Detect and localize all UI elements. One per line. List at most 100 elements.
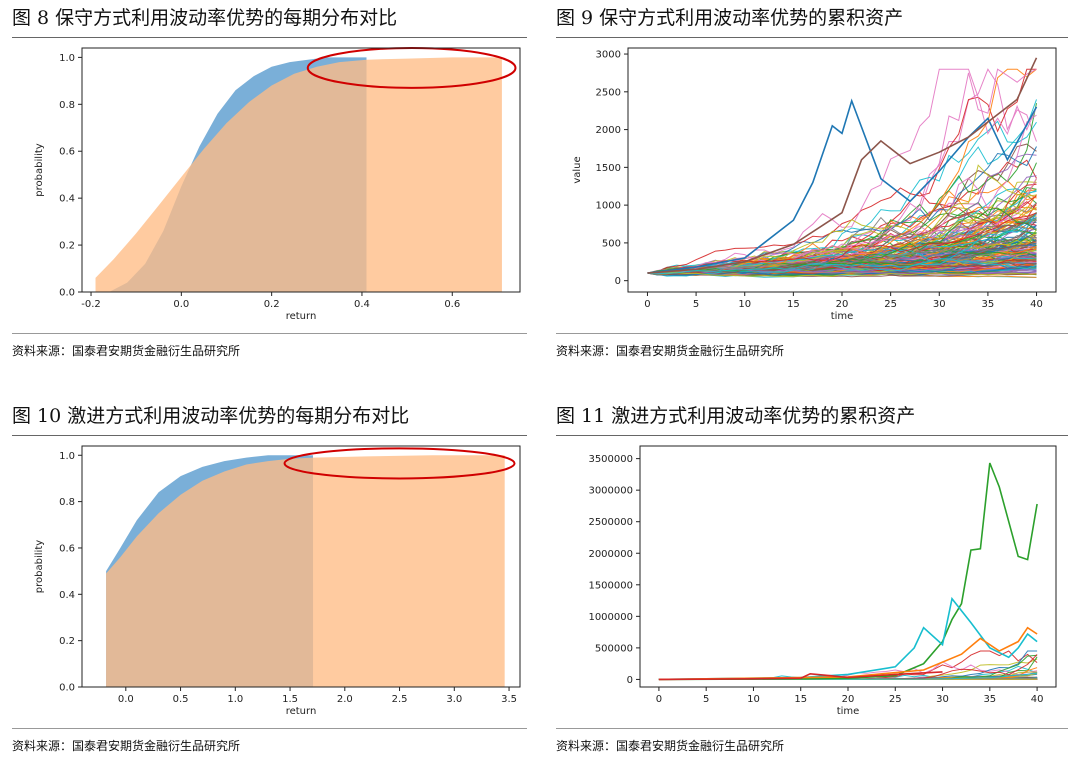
fig11-xtick-label: 35 [983, 694, 996, 705]
fig10-ylabel: probability [34, 540, 45, 593]
fig10-plot-frame [81, 445, 521, 688]
fig11-cyan-peak-line [658, 596, 1038, 681]
figure-11-source-rule [556, 728, 1068, 729]
figure-10-panel: 图 10 激进方式利用波动率优势的每期分布对比 0.0 0.5 1.0 1.5 2.0 2… [12, 398, 527, 766]
fig9-ytick-label: 3000 [596, 50, 621, 61]
fig11-ytick-label: 2500000 [588, 517, 633, 528]
fig10-areas [106, 455, 505, 687]
fig10-xtick-label: 3.0 [446, 694, 462, 705]
fig8-xtick-label: -0.2 [81, 299, 101, 310]
fig9-ytick-label: 1000 [596, 201, 621, 212]
figure-11-title-rule [556, 435, 1068, 436]
figure-8-source-rule [12, 333, 527, 334]
fig9-path-line [647, 267, 1037, 276]
fig9-xtick-label: 35 [982, 299, 995, 310]
fig8-ytick-label: 0.8 [59, 100, 75, 111]
fig11-ytick-label: 1000000 [588, 612, 633, 623]
figure-11-title: 图 11 激进方式利用波动率优势的累积资产 [556, 405, 916, 427]
fig9-path-line [647, 68, 1037, 274]
fig10-ytick-label: 0.4 [59, 590, 75, 601]
fig8-ytick-label: 0.0 [59, 288, 75, 299]
fig9-blue-peak-line [647, 98, 1038, 274]
fig9-xtick-label: 15 [787, 299, 800, 310]
fig9-xtick-label: 20 [836, 299, 849, 310]
fig9-ytick-label: 500 [602, 238, 621, 249]
fig10-ytick-label: 0.8 [59, 497, 75, 508]
fig9-path-line [647, 246, 1037, 274]
fig11-xtick-label: 25 [889, 694, 902, 705]
fig8-areas [95, 57, 502, 292]
fig8-ytick-label: 0.6 [59, 147, 75, 158]
fig11-xlabel: time [837, 706, 860, 717]
fig10-xtick-label: 0.0 [118, 694, 134, 705]
fig11-orange-rise-line [658, 626, 1038, 681]
fig9-xtick-label: 30 [933, 299, 946, 310]
fig10-xtick-label: 1.0 [227, 694, 243, 705]
figure-10-title: 图 10 激进方式利用波动率优势的每期分布对比 [12, 405, 410, 427]
figure-9-chart: 0 5 10 15 20 25 30 35 40 0 500 1000 1500 2000 2500 3000… [572, 47, 1057, 322]
fig9-xtick-label: 10 [738, 299, 751, 310]
fig9-path-line [647, 272, 1037, 278]
fig10-xtick-label: 2.5 [392, 694, 408, 705]
fig8-xtick-label: 0.0 [173, 299, 189, 310]
figure-8-chart: -0.2 0.0 0.2 0.4 0.6 0.0 0.2 0.4 0.6 0.8 1.0 return… [34, 47, 521, 322]
figure-10-chart: 0.0 0.5 1.0 1.5 2.0 2.5 3.0 3.5 0.0 0.2 0.4 0.6 0.8 1… [34, 445, 521, 717]
fig10-xlabel: return [286, 706, 317, 717]
fig9-ytick-label: 2000 [596, 125, 621, 136]
figure-11-chart: 0 5 10 15 20 25 30 35 40 0 500000 1000000 1500000 200… [588, 445, 1057, 717]
fig11-lines [658, 462, 1038, 681]
fig11-ytick-label: 0 [627, 675, 633, 686]
figure-10-source-rule [12, 728, 527, 729]
figure-10-source: 资料来源：国泰君安期货金融衍生品研究所 [12, 739, 241, 753]
fig10-ytick-label: 1.0 [59, 451, 75, 462]
fig9-path-line [647, 212, 1037, 277]
fig11-xtick-label: 5 [703, 694, 709, 705]
fig9-ytick-label: 0 [615, 276, 621, 287]
fig9-path-line [647, 258, 1037, 275]
fig10-xtick-label: 3.5 [501, 694, 517, 705]
fig9-path-line [647, 207, 1037, 274]
fig11-ytick-label: 2000000 [588, 549, 633, 560]
figure-9-source-rule [556, 333, 1068, 334]
figure-8-title-rule [12, 37, 527, 38]
fig11-plot-frame [639, 445, 1057, 688]
fig9-xtick-label: 0 [644, 299, 650, 310]
fig9-path-line [647, 68, 1037, 274]
fig11-xtick-label: 40 [1031, 694, 1044, 705]
fig8-xtick-label: 0.6 [444, 299, 460, 310]
fig11-xtick-label: 30 [936, 694, 949, 705]
figure-8-source: 资料来源：国泰君安期货金融衍生品研究所 [12, 344, 241, 358]
figure-9-title: 图 9 保守方式利用波动率优势的累积资产 [556, 7, 904, 29]
fig9-ytick-label: 1500 [596, 163, 621, 174]
fig11-ytick-label: 1500000 [588, 580, 633, 591]
fig10-highlight-ellipse [283, 447, 516, 480]
fig11-ytick-label: 500000 [595, 643, 633, 654]
fig8-xtick-label: 0.2 [264, 299, 280, 310]
fig8-xtick-label: 0.4 [354, 299, 370, 310]
fig11-xtick-label: 20 [842, 694, 855, 705]
figure-10-title-rule [12, 435, 527, 436]
fig9-xlabel: time [831, 311, 854, 322]
fig11-xtick-label: 10 [747, 694, 760, 705]
fig8-ylabel: probability [34, 143, 45, 196]
fig8-ytick-label: 0.4 [59, 194, 75, 205]
fig10-ytick-label: 0.2 [59, 636, 75, 647]
figure-9-title-rule [556, 37, 1068, 38]
fig9-ylabel: value [572, 156, 583, 183]
fig10-orange-area [106, 455, 505, 687]
fig8-plot-frame [81, 47, 521, 293]
figure-11-panel: 图 11 激进方式利用波动率优势的累积资产 0 5 10 15 20 25 30 35 40 0 5… [556, 398, 1068, 766]
fig10-xtick-label: 0.5 [173, 694, 189, 705]
figure-9-source: 资料来源：国泰君安期货金融衍生品研究所 [556, 344, 785, 358]
fig8-orange-area [95, 57, 502, 292]
fig11-xtick-label: 0 [656, 694, 662, 705]
fig10-ytick-label: 0.6 [59, 543, 75, 554]
fig9-xtick-label: 25 [884, 299, 897, 310]
fig9-xtick-label: 5 [693, 299, 699, 310]
fig8-xlabel: return [286, 311, 317, 322]
fig11-ytick-label: 3000000 [588, 486, 633, 497]
fig10-xtick-label: 2.0 [337, 694, 353, 705]
fig11-red-bump-line [658, 671, 943, 681]
figure-8-title: 图 8 保守方式利用波动率优势的每期分布对比 [12, 7, 398, 29]
figure-8-panel: 图 8 保守方式利用波动率优势的每期分布对比 -0.2 0.0 0.2 0.4 0.6 0… [12, 0, 527, 370]
